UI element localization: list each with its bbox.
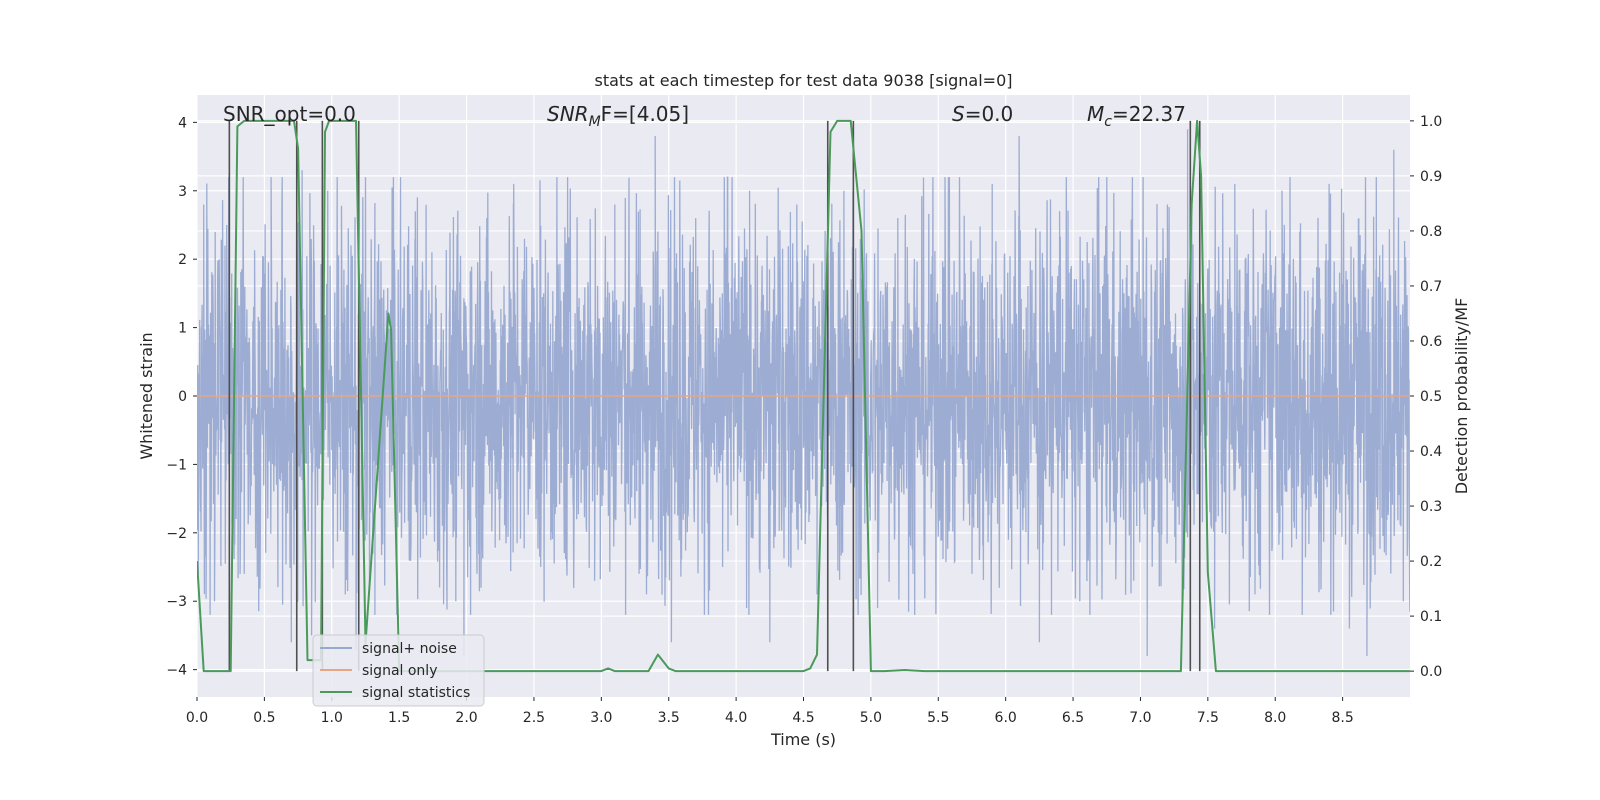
y-tick-label: 2 [178,252,187,268]
y2-tick-label: 0.4 [1420,444,1442,460]
y-tick-label: 3 [178,184,187,200]
signal-statistics-series [197,119,1410,673]
y2-tick-label: 0.8 [1420,224,1442,240]
x-tick-label: 3.0 [590,710,612,726]
y-tick-label: 0 [178,389,187,405]
axis-ticks: 0.0 0.5 1.0 1.5 2.0 2.5 3.0 3.5 4.0 4.5 5.0 5.5 6.0 6… [166,114,1442,726]
y-axis-label: Whitened strain [137,332,156,459]
legend-label: signal+ noise [362,641,457,657]
y2-tick-label: 0.6 [1420,334,1442,350]
y2-tick-label: 0.7 [1420,279,1442,295]
x-tick-label: 4.0 [725,710,747,726]
y-tick-label: 4 [178,115,187,131]
y2-tick-label: 1.0 [1420,114,1442,130]
y-tick-label: 1 [178,321,187,337]
y2-tick-label: 0.9 [1420,169,1442,185]
signal-noise-series [197,129,1410,657]
annotation-text: Mc=22.37 [1087,102,1186,130]
y-tick-label: −2 [166,526,187,542]
x-tick-label: 6.5 [1062,710,1084,726]
x-tick-label: 2.0 [455,710,477,726]
x-tick-label: 2.5 [523,710,545,726]
y-tick-label: −4 [166,663,187,679]
annotations: SNR_opt=0.0 SNRMF=[4.05] S=0.0 Mc=22.37 [223,102,1186,130]
x-axis-label: Time (s) [770,730,836,749]
y2-tick-label: 0.0 [1420,664,1442,680]
legend-label: signal statistics [362,685,470,701]
x-tick-label: 0.5 [253,710,275,726]
x-tick-label: 4.5 [792,710,814,726]
annotation-text: SNRMF=[4.05] [547,102,689,130]
signal-statistics-line [197,119,1410,673]
y2-tick-label: 0.1 [1420,609,1442,625]
y2-axis-label: Detection probability/MF [1452,298,1471,495]
legend-label: signal only [362,663,437,679]
x-tick-label: 5.0 [860,710,882,726]
y-tick-label: −1 [166,457,187,473]
x-tick-label: 6.0 [995,710,1017,726]
x-tick-label: 5.5 [927,710,949,726]
x-tick-label: 1.5 [388,710,410,726]
legend-box [312,634,485,707]
signal-noise-line [197,129,1410,657]
x-tick-label: 7.0 [1129,710,1151,726]
y2-tick-label: 0.2 [1420,554,1442,570]
x-tick-label: 8.5 [1331,710,1353,726]
x-tick-label: 8.0 [1264,710,1286,726]
y2-tick-label: 0.5 [1420,389,1442,405]
x-tick-label: 1.0 [321,710,343,726]
chart-title: stats at each timestep for test data 903… [594,71,1012,90]
plot-layer [197,119,1410,673]
x-tick-label: 0.0 [186,710,208,726]
legend: signal+ noise signal only signal statistic… [312,634,485,707]
y2-tick-label: 0.3 [1420,499,1442,515]
y-tick-label: −3 [166,594,187,610]
x-tick-label: 3.5 [658,710,680,726]
annotation-text: SNR_opt=0.0 [223,102,356,126]
x-tick-label: 7.5 [1197,710,1219,726]
annotation-text: S=0.0 [952,102,1013,126]
